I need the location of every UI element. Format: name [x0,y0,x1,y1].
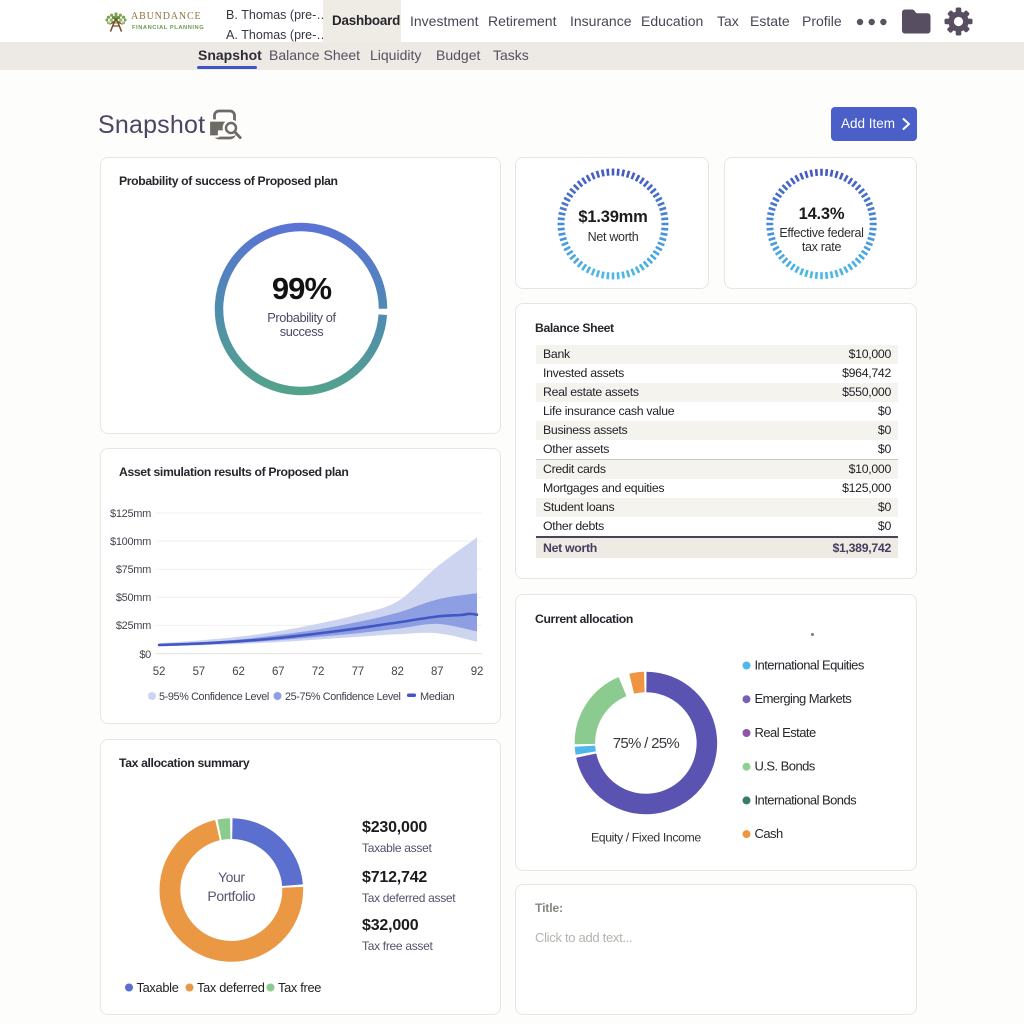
svg-text:62: 62 [232,666,244,678]
svg-text:Real Estate: Real Estate [755,725,816,740]
svg-text:International Equities: International Equities [755,658,865,673]
svg-text:Median: Median [420,691,454,703]
svg-text:$100mm: $100mm [110,536,151,548]
svg-text:$50mm: $50mm [116,592,151,604]
svg-text:Taxable: Taxable [137,980,179,995]
svg-text:$0: $0 [139,649,151,661]
svg-text:$75mm: $75mm [116,564,151,576]
svg-text:52: 52 [153,666,165,678]
svg-text:82: 82 [391,666,403,678]
svg-text:67: 67 [272,666,284,678]
svg-text:92: 92 [471,666,483,678]
svg-text:U.S. Bonds: U.S. Bonds [755,759,816,774]
svg-text:57: 57 [193,666,205,678]
svg-text:77: 77 [352,666,364,678]
svg-text:Equity / Fixed Income: Equity / Fixed Income [591,831,701,845]
svg-text:Emerging Markets: Emerging Markets [755,691,853,706]
svg-text:International Bonds: International Bonds [755,792,858,807]
svg-text:5-95% Confidence Level: 5-95% Confidence Level [159,691,269,703]
svg-text:Portfolio: Portfolio [207,888,255,904]
svg-text:72: 72 [312,666,324,678]
svg-text:Cash: Cash [755,826,783,841]
svg-text:75% / 25%: 75% / 25% [613,735,680,752]
svg-text:$125mm: $125mm [110,508,151,520]
svg-text:Tax free: Tax free [278,980,321,995]
svg-text:$25mm: $25mm [116,620,151,632]
svg-text:Your: Your [218,869,245,885]
svg-text:25-75% Confidence Level: 25-75% Confidence Level [285,691,401,703]
svg-text:87: 87 [431,666,443,678]
svg-text:Tax deferred: Tax deferred [197,980,265,995]
